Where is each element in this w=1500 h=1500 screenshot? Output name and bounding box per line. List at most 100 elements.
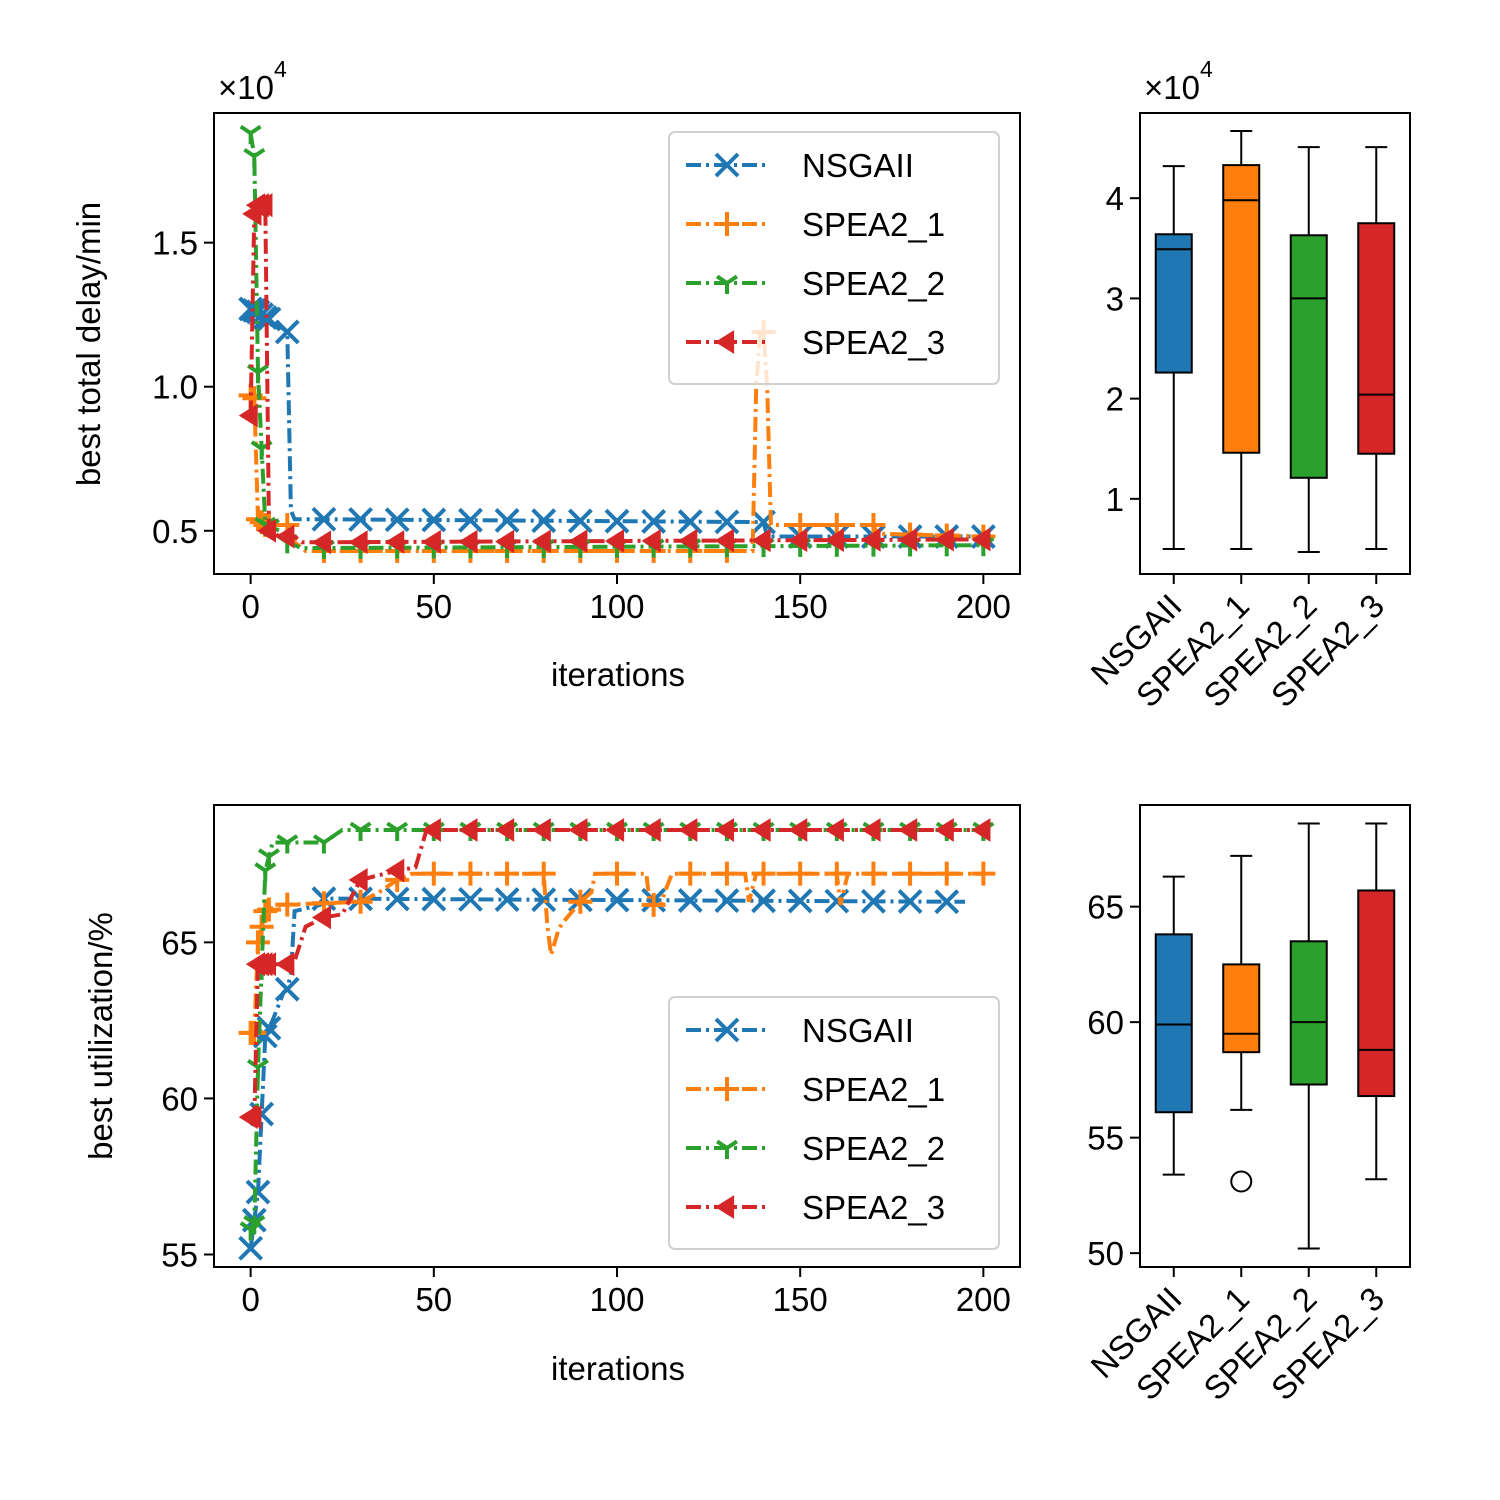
point-SPEA2_2-10-b — [276, 834, 289, 845]
point-SPEA2_3-80 — [531, 818, 551, 842]
legend-label-SPEA2_1: SPEA2_1 — [802, 206, 945, 243]
box-body — [1289, 234, 1328, 479]
ytick-label: 1 — [1106, 481, 1124, 518]
legend-marker-NSGAII — [714, 1017, 740, 1043]
point-SPEA2_3-140 — [751, 818, 771, 842]
point-SPEA2_2-2-c — [256, 364, 269, 374]
point-SPEA2_3-120 — [678, 528, 698, 553]
point-NSGAII-60 — [458, 886, 483, 912]
point-NSGAII-100 — [604, 887, 630, 913]
point-NSGAII-20 — [311, 506, 337, 532]
delay-line-legend: NSGAII SPEA2_1 SPEA2_2 SPEA2_3 — [668, 131, 1000, 385]
point-SPEA2_3-180 — [898, 818, 918, 842]
ytick-label: 4 — [1106, 180, 1124, 217]
point-NSGAII-120 — [677, 509, 703, 535]
point-SPEA2_2-40-c — [396, 821, 409, 832]
point-SPEA2_3-150 — [788, 818, 808, 842]
point-NSGAII-5-b — [256, 306, 282, 332]
point-NSGAII-190 — [934, 889, 960, 915]
point-NSGAII-40-b — [384, 886, 410, 912]
point-NSGAII-5-b — [256, 1015, 282, 1041]
legend-marker-SPEA2_1 — [715, 1077, 739, 1101]
point-SPEA2_2-2-b — [246, 1058, 260, 1069]
point-NSGAII-10-b — [274, 976, 300, 1002]
legend-label-SPEA2_2: SPEA2_2 — [802, 1130, 945, 1167]
point-SPEA2_1-180 — [898, 861, 923, 886]
delay-line-offset-label: ×104 — [218, 56, 287, 106]
point-SPEA2_2-30 — [349, 821, 372, 841]
xtick-label: 50 — [415, 588, 452, 625]
ytick-label: 1.5 — [152, 225, 198, 262]
point-NSGAII-100-b — [604, 508, 630, 534]
point-SPEA2_2-2 — [246, 1058, 269, 1079]
point-NSGAII-70-b — [494, 508, 520, 533]
delay-line-ylabel: best total delay/min — [70, 202, 107, 486]
point-SPEA2_2-5-b — [257, 848, 271, 859]
point-SPEA2_2-30-c — [359, 821, 372, 832]
point-SPEA2_3-120 — [678, 818, 698, 842]
legend-box — [668, 996, 1000, 1250]
delay-line-xlabel: iterations — [551, 656, 685, 693]
point-NSGAII-90-b — [567, 508, 593, 534]
point-SPEA2_3-130 — [714, 528, 735, 553]
point-SPEA2_3-4 — [253, 193, 273, 218]
point-SPEA2_3-190 — [934, 527, 954, 552]
point-SPEA2_2-0-b — [239, 1221, 252, 1232]
ytick-label: 0.5 — [152, 513, 198, 550]
point-NSGAII-150-b — [787, 888, 813, 914]
legend-marker-SPEA2_2-b — [715, 274, 729, 285]
legend-marker-SPEA2_2-c — [725, 1139, 739, 1150]
point-NSGAII-20-b — [311, 506, 337, 532]
ytick-label: 2 — [1106, 381, 1124, 418]
point-SPEA2_3-100 — [605, 529, 625, 553]
point-NSGAII-0-b — [238, 1235, 264, 1261]
box-body — [1222, 963, 1261, 1054]
point-NSGAII-10 — [274, 319, 300, 345]
legend-label-NSGAII: NSGAII — [802, 1012, 914, 1049]
box-SPEA2_3 — [1357, 146, 1396, 550]
point-SPEA2_3-1 — [242, 1105, 262, 1130]
legend-label-SPEA2_3: SPEA2_3 — [802, 1189, 945, 1226]
point-NSGAII-70 — [494, 508, 520, 533]
legend-marker-SPEA2_2 — [715, 1139, 739, 1159]
legend-marker-SPEA2_1 — [715, 212, 739, 236]
util-line-panel: 0 50 100 150 200 55 60 65 iterations best utili… — [82, 804, 1021, 1387]
legend-marker-SPEA2_2-b — [715, 1139, 729, 1150]
point-NSGAII-130 — [714, 509, 740, 535]
point-SPEA2_3-190 — [934, 818, 954, 842]
point-NSGAII-190-b — [934, 889, 960, 915]
point-NSGAII-50 — [421, 507, 447, 533]
point-SPEA2_3-0 — [238, 403, 258, 428]
point-SPEA2_3-40 — [385, 530, 405, 554]
point-NSGAII-60-b — [458, 507, 483, 533]
ytick-label: 65 — [1087, 889, 1124, 926]
point-SPEA2_3-110 — [641, 818, 661, 842]
util-box-plot-area — [1154, 822, 1396, 1250]
point-NSGAII-40 — [384, 507, 410, 533]
delay-box-plot-area — [1154, 130, 1396, 553]
util-line-xlabel: iterations — [551, 1350, 685, 1387]
box-body — [1357, 222, 1396, 455]
point-SPEA2_3-90 — [568, 818, 588, 842]
xtick-label: 0 — [241, 1281, 259, 1318]
point-SPEA2_3-50 — [421, 818, 441, 842]
point-SPEA2_3-130 — [714, 818, 735, 842]
point-SPEA2_2-30-b — [349, 821, 362, 832]
point-NSGAII-2-b — [245, 1179, 271, 1205]
point-NSGAII-10 — [274, 976, 300, 1002]
point-NSGAII-100 — [604, 508, 630, 534]
box-SPEA2_1 — [1222, 854, 1261, 1193]
point-SPEA2_3-80 — [531, 529, 551, 554]
point-NSGAII-120 — [677, 888, 703, 913]
point-NSGAII-180 — [897, 889, 923, 914]
point-SPEA2_1-150 — [788, 861, 813, 886]
point-SPEA2_3-70 — [495, 818, 515, 842]
point-SPEA2_1-80 — [531, 861, 556, 886]
point-NSGAII-180-b — [897, 889, 923, 914]
point-NSGAII-170-b — [861, 888, 886, 914]
point-SPEA2_2-4-b — [254, 862, 267, 873]
point-SPEA2_2-1-c — [253, 1215, 266, 1225]
xtick-label: 0 — [241, 588, 259, 625]
legend-marker-SPEA2_2-c — [725, 274, 739, 285]
point-NSGAII-70 — [494, 887, 520, 912]
